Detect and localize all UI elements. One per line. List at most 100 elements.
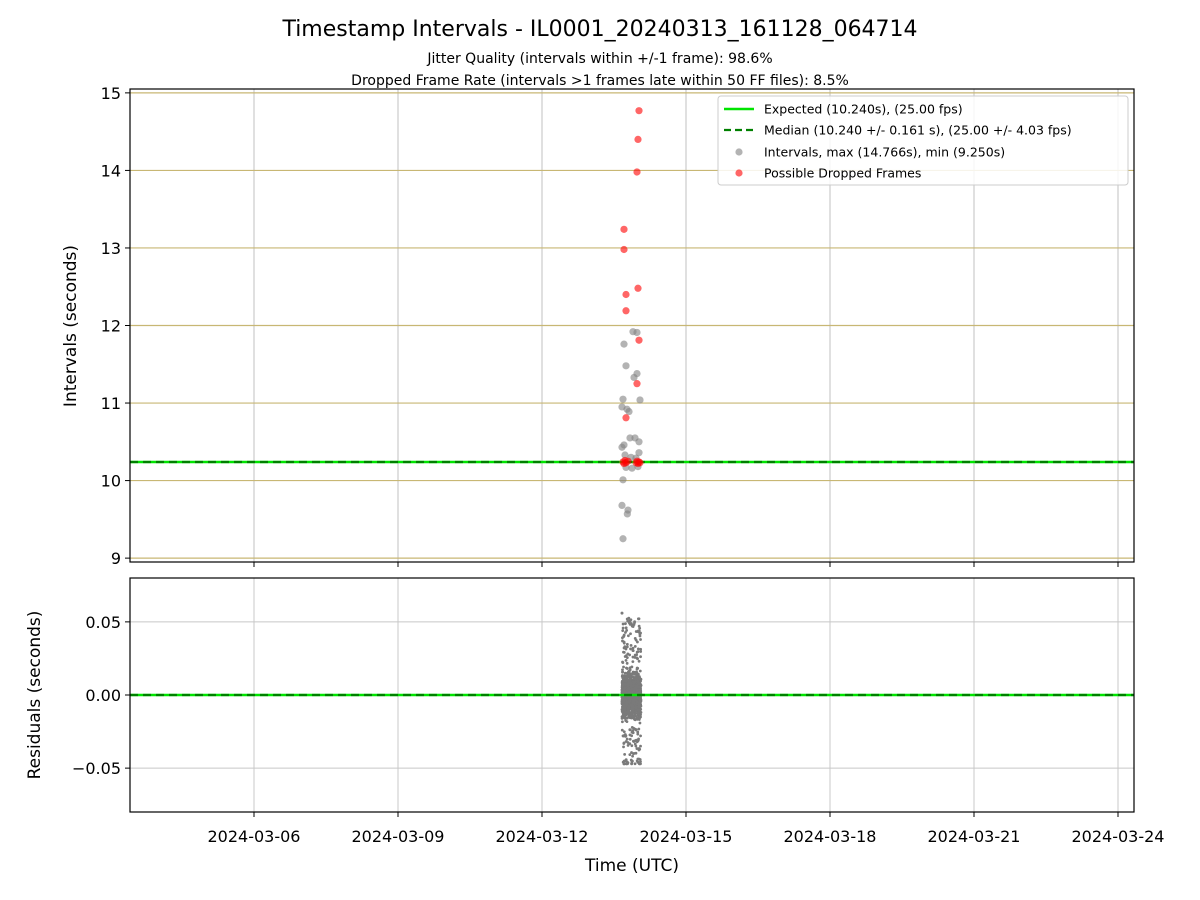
residual-point xyxy=(628,653,632,657)
residual-point xyxy=(623,671,627,675)
chart-subtitle-jitter: Jitter Quality (intervals within +/-1 fr… xyxy=(426,51,772,67)
interval-point-26 xyxy=(628,464,636,472)
legend-intervals-swatch xyxy=(735,148,743,156)
x-axis-label: Time (UTC) xyxy=(584,856,679,876)
dropped-point-7 xyxy=(635,107,643,115)
interval-point-6 xyxy=(620,441,628,449)
xtick-label-2: 2024-03-12 xyxy=(496,827,589,846)
xtick-label-6: 2024-03-24 xyxy=(1072,827,1165,846)
interval-point-7 xyxy=(626,434,634,442)
residual-point xyxy=(623,707,627,710)
residual-point xyxy=(625,737,629,741)
residual-point xyxy=(626,743,630,747)
residual-point xyxy=(624,679,628,683)
top-ytick-label-1: 10 xyxy=(101,472,121,491)
residual-point xyxy=(638,632,642,636)
legend-box xyxy=(717,95,1129,186)
residual-point xyxy=(631,729,635,733)
residual-point xyxy=(637,696,641,700)
residual-point xyxy=(630,744,634,748)
residual-point xyxy=(632,670,636,674)
residual-point xyxy=(628,668,632,672)
legend-dropped-label: Possible Dropped Frames xyxy=(764,166,921,181)
residual-point xyxy=(622,745,625,749)
residual-point xyxy=(620,728,624,732)
residual-point xyxy=(637,659,641,663)
residual-point xyxy=(625,676,629,679)
residual-point xyxy=(627,672,631,676)
residual-point xyxy=(630,624,634,628)
residual-point xyxy=(636,640,639,644)
residual-point xyxy=(629,715,633,719)
residual-point xyxy=(633,688,637,691)
residual-point xyxy=(639,760,642,764)
residual-point xyxy=(631,646,635,650)
xtick-label-5: 2024-03-21 xyxy=(928,827,1021,846)
residual-point xyxy=(637,703,641,706)
bottom-ytick-label-2: 0.05 xyxy=(85,613,121,632)
residual-point xyxy=(621,622,625,626)
x-axis: 2024-03-06 2024-03-09 2024-03-12 2024-03-15… xyxy=(208,812,1165,846)
residual-point xyxy=(636,647,640,651)
residual-point xyxy=(621,670,624,674)
residual-point xyxy=(639,655,642,659)
residual-point xyxy=(637,718,641,721)
residual-point xyxy=(631,655,635,659)
residual-point xyxy=(637,705,641,709)
residual-point xyxy=(626,682,630,686)
residual-point xyxy=(622,687,626,691)
residual-point xyxy=(627,616,631,620)
residual-point xyxy=(635,759,639,763)
dropped-point-0 xyxy=(620,225,628,233)
residual-point xyxy=(633,762,637,766)
interval-point-21 xyxy=(621,451,629,459)
residual-point xyxy=(624,626,628,630)
residual-point xyxy=(631,731,635,735)
interval-point-17 xyxy=(633,369,641,378)
top-ytick-label-0: 9 xyxy=(111,549,121,568)
residual-point xyxy=(632,681,635,685)
interval-point-18 xyxy=(620,340,628,348)
residual-point xyxy=(638,626,642,630)
legend-dropped-swatch xyxy=(735,169,743,177)
residual-point xyxy=(635,666,639,670)
residual-point xyxy=(634,714,638,718)
dropped-point-8 xyxy=(634,284,642,292)
residual-point xyxy=(622,633,626,637)
residual-point xyxy=(623,704,627,708)
residual-point xyxy=(637,681,640,685)
bottom-y-axis-label: Residuals (seconds) xyxy=(25,611,45,780)
residual-point xyxy=(625,667,629,670)
legend-median-label: Median (10.240 +/- 0.161 s), (25.00 +/- … xyxy=(764,123,1072,138)
residual-point xyxy=(622,700,626,704)
residual-point xyxy=(625,720,629,724)
residual-point xyxy=(629,643,633,647)
residual-point xyxy=(632,726,636,730)
residual-point xyxy=(631,649,635,652)
residual-point xyxy=(634,709,638,713)
residual-point xyxy=(621,676,625,680)
residual-point xyxy=(630,762,634,766)
residual-point xyxy=(622,742,626,745)
dropped-point-5 xyxy=(633,168,641,176)
residual-point xyxy=(622,690,626,693)
top-ytick-label-3: 12 xyxy=(101,317,121,336)
residual-point xyxy=(633,712,637,716)
top-ytick-label-4: 13 xyxy=(101,239,121,258)
residual-point xyxy=(623,752,627,756)
xtick-label-4: 2024-03-18 xyxy=(784,827,877,846)
residual-point xyxy=(636,650,640,653)
residual-point xyxy=(631,754,634,758)
residual-point xyxy=(621,629,625,633)
residual-point xyxy=(620,700,624,704)
residual-point xyxy=(630,665,634,669)
residual-point xyxy=(626,741,630,744)
interval-point-9 xyxy=(635,438,643,446)
residual-point xyxy=(632,752,635,756)
residual-point xyxy=(621,661,625,665)
residual-point xyxy=(637,617,641,621)
residual-point xyxy=(628,699,632,703)
residual-point xyxy=(622,730,626,734)
residual-point xyxy=(629,647,632,651)
